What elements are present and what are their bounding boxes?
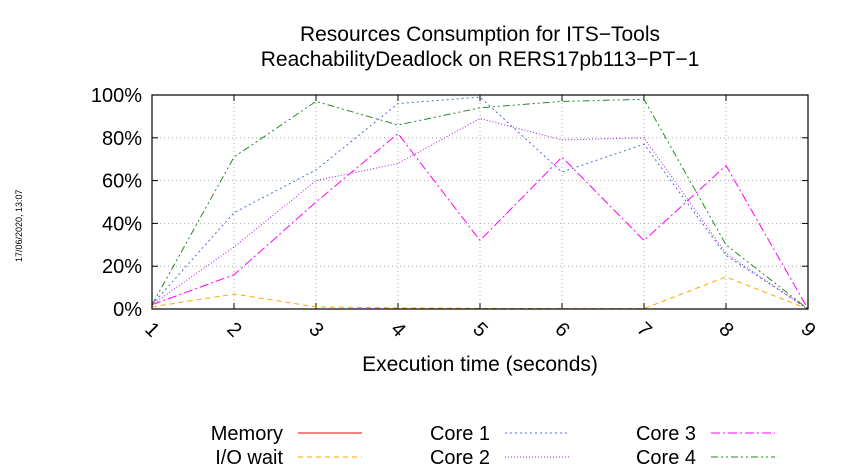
legend-label: Core 1 (430, 423, 490, 445)
chart-subtitle: ReachabilityDeadlock on RERS17pb113−PT−1 (261, 48, 700, 71)
legend-label: Core 4 (636, 447, 696, 469)
x-tick-label: 2 (222, 318, 245, 341)
x-tick-label: 1 (140, 318, 163, 341)
y-tick-label: 40% (102, 213, 142, 235)
x-axis-label: Execution time (seconds) (362, 353, 598, 376)
series-line-core-3 (151, 132, 809, 310)
x-tick-label: 7 (632, 318, 655, 341)
legend-label: Core 3 (636, 423, 696, 445)
y-axis-ticks: 0% 20% 40% 60% 80% 100% (91, 85, 808, 321)
x-tick-label: 6 (550, 318, 573, 341)
x-tick-label: 8 (714, 318, 737, 341)
series-line-core-2 (151, 117, 809, 310)
x-tick-label: 3 (304, 318, 327, 341)
legend-label: I/O wait (215, 447, 283, 469)
series-line-core-4 (151, 98, 809, 310)
legend-label: Core 2 (430, 447, 490, 469)
series-line-i-o-wait (151, 276, 809, 310)
plot-frame (151, 94, 809, 310)
legend-label: Memory (211, 423, 283, 445)
x-tick-label: 5 (468, 318, 491, 341)
y-tick-label: 60% (102, 171, 142, 193)
grid (152, 95, 808, 309)
y-tick-label: 20% (102, 256, 142, 278)
x-tick-label: 9 (796, 318, 819, 341)
y-tick-label: 100% (91, 85, 142, 107)
x-axis-ticks: 1 2 3 4 5 6 7 8 9 (140, 95, 820, 342)
y-tick-label: 0% (113, 299, 142, 321)
y-tick-label: 80% (102, 128, 142, 150)
x-tick-label: 4 (386, 318, 409, 341)
chart-title: Resources Consumption for ITS−Tools (300, 23, 660, 46)
